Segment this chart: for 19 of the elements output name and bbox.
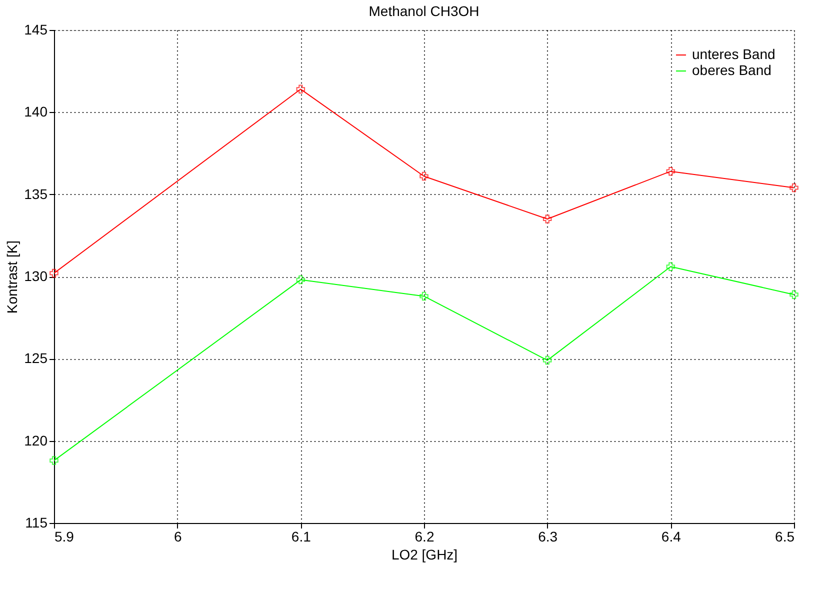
x-tick-label: 6.2 — [414, 528, 434, 544]
x-tick-label: 5.9 — [54, 528, 74, 544]
y-tick-label: 115 — [25, 514, 48, 530]
x-tick-label: 6.3 — [538, 528, 558, 544]
x-tick-label: 6 — [174, 528, 182, 544]
y-tick-label: 135 — [24, 186, 48, 202]
y-tick-label: 140 — [24, 104, 48, 120]
y-tick-label: 125 — [24, 350, 48, 366]
x-tick-label: 6.5 — [775, 528, 795, 544]
y-tick-label: 130 — [24, 268, 48, 284]
legend-label: oberes Band — [692, 62, 772, 78]
y-tick-label: 145 — [24, 22, 48, 38]
x-tick-label: 6.1 — [291, 528, 312, 544]
x-axis-title: LO2 [GHz] — [391, 546, 458, 562]
legend-label: unteres Band — [692, 46, 776, 62]
x-tick-label: 6.4 — [661, 528, 682, 544]
y-axis-title: Kontrast [K] — [4, 240, 20, 314]
y-tick-label: 120 — [24, 432, 48, 448]
chart-title: Methanol CH3OH — [368, 3, 480, 19]
